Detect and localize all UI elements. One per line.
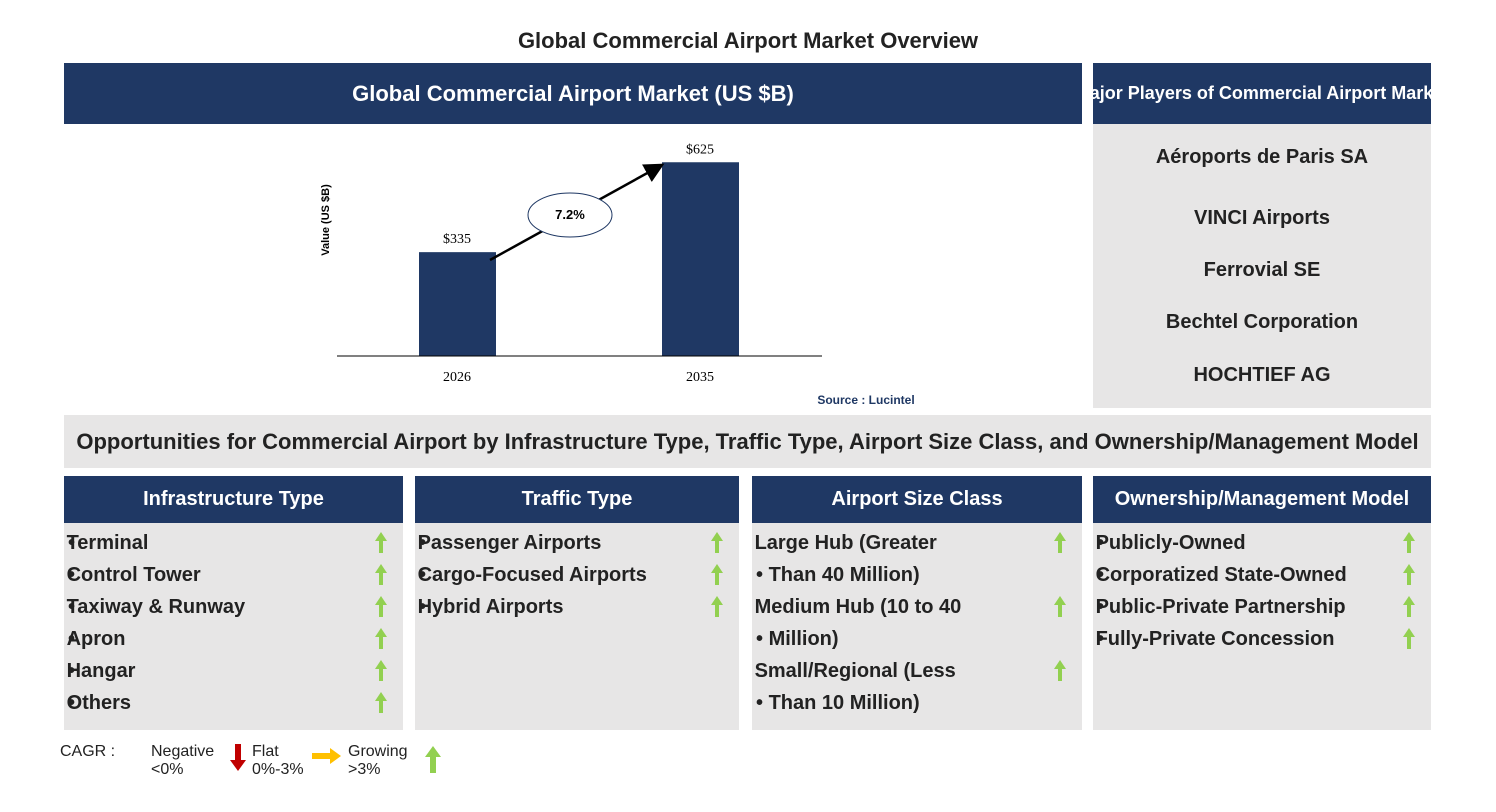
item-row: • Hangar <box>66 655 387 687</box>
y-axis-label: Value (US $B) <box>320 184 332 256</box>
column-header: Airport Size Class <box>752 476 1082 523</box>
chart: Value (US $B) $335 2026 $625 2035 7.2% Source … <box>320 142 915 407</box>
column-header: Infrastructure Type <box>64 476 403 523</box>
column-title: Traffic Type <box>521 488 633 510</box>
growth-arrow <box>375 532 387 553</box>
item-row: • Others <box>66 687 387 719</box>
column-title: Ownership/Management Model <box>1114 488 1410 510</box>
item-row: • Corporatized State-Owned <box>1095 559 1415 591</box>
item-row: • Cargo-Focused Airports <box>417 559 723 591</box>
growth-arrow <box>375 628 387 649</box>
players-header: Major Players of Commercial Airport Mark… <box>1093 63 1431 124</box>
down-arrow <box>230 744 246 771</box>
growth-arrow <box>1054 596 1066 617</box>
item-row: • Fully-Private Concession <box>1095 623 1415 655</box>
item-row: • Passenger Airports <box>417 527 723 559</box>
column-items: • Terminal • Control Tower • Taxiway & Run… <box>66 527 387 719</box>
player: HOCHTIEF AG <box>1193 364 1331 386</box>
growth-arrow <box>711 596 723 617</box>
item-row: • Apron <box>66 623 387 655</box>
column-header: Traffic Type <box>415 476 739 523</box>
item: Fully-Private Concession <box>1095 628 1335 650</box>
growth-arrow <box>1054 532 1066 553</box>
chart-header: Global Commercial Airport Market (US $B) <box>64 63 1082 124</box>
opportunities-banner: Opportunities for Commercial Airport by … <box>64 415 1431 468</box>
item-row: • Small/Regional (Less Than 10 Million) <box>754 655 1066 719</box>
column-items: • Passenger Airports • Cargo-Focused Airp… <box>417 527 723 623</box>
column-header: Ownership/Management Model <box>1093 476 1431 523</box>
column-body <box>64 523 403 730</box>
value-label: $335 <box>443 232 471 247</box>
item: Corporatized State-Owned <box>1095 564 1347 586</box>
item-row: • Control Tower <box>66 559 387 591</box>
item: Hybrid Airports <box>417 596 564 618</box>
growth-arrow <box>1403 596 1415 617</box>
growth-arrow <box>375 564 387 585</box>
player: Bechtel Corporation <box>1165 311 1359 333</box>
growth-arrow <box>1403 628 1415 649</box>
item: Passenger Airports <box>417 532 602 554</box>
legend-growing: Growing >3% <box>348 743 408 778</box>
value-label: $625 <box>686 142 714 157</box>
item: Public-Private Partnership <box>1095 596 1346 618</box>
column-items: • Publicly-Owned • Corporatized State-Own… <box>1095 527 1415 655</box>
item: Control Tower <box>66 564 201 586</box>
right-arrow <box>312 748 341 764</box>
x-tick-label: 2035 <box>686 370 714 385</box>
item: Medium Hub (10 to 40 Million) <box>754 596 962 650</box>
growth-arrow <box>1403 564 1415 585</box>
cagr-label: 7.2% <box>555 207 585 222</box>
legend-negative: Negative <0% <box>151 743 215 778</box>
players-panel <box>1093 124 1431 408</box>
page-title: Global Commercial Airport Market Overvie… <box>517 28 979 53</box>
bar <box>419 252 496 356</box>
item-row: • Terminal <box>66 527 387 559</box>
column-body <box>415 523 739 730</box>
item: Terminal <box>66 532 149 554</box>
player: Aéroports de Paris SA <box>1155 146 1369 168</box>
growth-arrow <box>711 532 723 553</box>
column-body <box>1093 523 1431 730</box>
column-body <box>752 523 1082 730</box>
column-title: Infrastructure Type <box>143 488 324 510</box>
item: Large Hub (Greater Than 40 Million) <box>754 532 937 586</box>
players-title: Major Players of Commercial Airport Mark… <box>1093 83 1431 103</box>
item: Hangar <box>66 660 136 682</box>
item-row: • Publicly-Owned <box>1095 527 1415 559</box>
item-row: • Medium Hub (10 to 40 Million) <box>754 591 1066 655</box>
bar <box>662 162 739 356</box>
growth-arrow <box>375 660 387 681</box>
growth-arrow <box>375 596 387 617</box>
column-title: Airport Size Class <box>831 488 1003 510</box>
item-row: • Taxiway & Runway <box>66 591 387 623</box>
source: Source : Lucintel <box>817 393 914 407</box>
player: VINCI Airports <box>1194 207 1330 229</box>
legend-label: CAGR : <box>60 743 116 760</box>
x-tick-label: 2026 <box>443 370 471 385</box>
growth-arrow <box>711 564 723 585</box>
item: Taxiway & Runway <box>66 596 246 618</box>
player: Ferrovial SE <box>1203 259 1321 281</box>
column-items: • Large Hub (Greater Than 40 Million) • M… <box>754 527 1066 719</box>
cagr-bubble <box>527 192 613 238</box>
growth-arrow <box>375 692 387 713</box>
item: Apron <box>66 628 126 650</box>
growth-arrow <box>1403 532 1415 553</box>
item: Small/Regional (Less Than 10 Million) <box>754 660 956 714</box>
growth-arrow <box>1054 660 1066 681</box>
up-arrow <box>425 746 441 773</box>
item: Others <box>66 692 132 714</box>
item-row: • Large Hub (Greater Than 40 Million) <box>754 527 1066 591</box>
item-row: • Hybrid Airports <box>417 591 723 623</box>
legend-flat: Flat 0%-3% <box>252 743 304 778</box>
item: Cargo-Focused Airports <box>417 564 647 586</box>
opportunities-title: Opportunities for Commercial Airport by … <box>76 428 1419 454</box>
item-row: • Public-Private Partnership <box>1095 591 1415 623</box>
item: Publicly-Owned <box>1095 532 1246 554</box>
